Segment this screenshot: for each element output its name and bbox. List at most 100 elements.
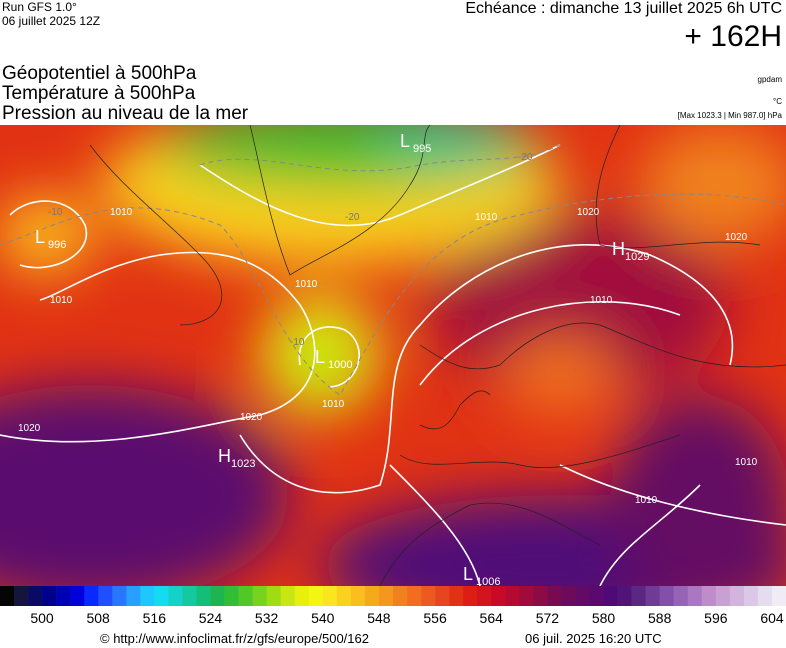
colorbar-cell bbox=[182, 586, 197, 606]
pressure-center-kind: L bbox=[315, 347, 325, 367]
colorbar-cell bbox=[701, 586, 717, 606]
isobar-label: 1010 bbox=[322, 399, 345, 410]
colorbar-cell bbox=[154, 586, 169, 606]
colorbar-cell bbox=[771, 586, 786, 606]
isotherms bbox=[0, 144, 786, 396]
colorbar-cell bbox=[449, 586, 464, 606]
colorbar-cell bbox=[266, 586, 282, 606]
colorbar-cell bbox=[631, 586, 646, 606]
colorbar-cell bbox=[56, 586, 71, 606]
colorbar-cell bbox=[743, 586, 759, 606]
pressure-center-kind: L bbox=[400, 131, 410, 151]
isobar-label: 1020 bbox=[577, 207, 600, 218]
pressure-center-value: 1000 bbox=[328, 359, 352, 371]
colorbar-cell bbox=[757, 586, 773, 606]
colorbar-cell bbox=[336, 586, 352, 606]
isotherm-label: -10 bbox=[290, 337, 305, 348]
colorbar-tick: 532 bbox=[255, 610, 279, 626]
colorbar-cell bbox=[126, 586, 141, 606]
temperature-field bbox=[0, 125, 786, 586]
field: Température à 500hPa bbox=[2, 83, 196, 104]
colorbar-cell bbox=[140, 586, 155, 606]
colorbar-cell bbox=[308, 586, 324, 606]
colorbar-cell bbox=[294, 586, 310, 606]
unit: [Max 1023.3 | Min 987.0] hPa bbox=[677, 111, 782, 120]
colorbar-cell bbox=[210, 586, 225, 606]
colorbar-cell bbox=[491, 586, 506, 606]
pressure-center-value: 1029 bbox=[625, 251, 649, 263]
colorbar-tick: 500 bbox=[30, 610, 54, 626]
colorbar-cell bbox=[0, 586, 15, 606]
colorbar-cell bbox=[421, 586, 436, 606]
colorbar-cell bbox=[659, 586, 675, 606]
pressure-center-value: 1023 bbox=[231, 458, 255, 470]
colorbar-cell bbox=[378, 586, 394, 606]
colorbar-cell bbox=[252, 586, 267, 606]
isobar-label: 1010 bbox=[295, 279, 318, 290]
colorbar-tick: 516 bbox=[143, 610, 167, 626]
colorbar-cell bbox=[84, 586, 99, 606]
source-url: © http://www.infoclimat.fr/z/gfs/europe/… bbox=[100, 631, 369, 646]
pressure-center-kind: H bbox=[218, 446, 231, 466]
field: Pression au niveau de la mer bbox=[2, 103, 249, 124]
colorbar-cell bbox=[364, 586, 380, 606]
pressure-center-kind: H bbox=[612, 239, 625, 259]
colorbar-tick: 548 bbox=[367, 610, 391, 626]
isobar-label: 1020 bbox=[725, 232, 748, 243]
colorbar-cell bbox=[196, 586, 211, 606]
colorbar-cell bbox=[407, 586, 422, 606]
coastlines bbox=[89, 125, 786, 586]
colorbar-tick: 524 bbox=[199, 610, 223, 626]
unit: °C bbox=[773, 97, 782, 106]
colorbar-cell bbox=[224, 586, 239, 606]
isobar-label: 1010 bbox=[110, 207, 133, 218]
colorbar-cell bbox=[435, 586, 450, 606]
echeance: Echéance : dimanche 13 juillet 2025 6h U… bbox=[465, 0, 782, 17]
isobars bbox=[0, 144, 786, 586]
pressure-center-value: 1006 bbox=[476, 576, 500, 586]
lead-time: + 162H bbox=[684, 20, 782, 53]
colorbar-cell bbox=[112, 586, 127, 606]
colorbar-cell bbox=[547, 586, 562, 606]
colorbar-cell bbox=[14, 586, 29, 606]
colorbar-tick: 540 bbox=[311, 610, 335, 626]
isobar-label: 1010 bbox=[590, 295, 613, 306]
colorbar-cell bbox=[505, 586, 520, 606]
colorbar-cell bbox=[393, 586, 408, 606]
colorbar-cell bbox=[715, 586, 731, 606]
isobar-label: 1020 bbox=[18, 423, 41, 434]
pressure-center-kind: L bbox=[35, 227, 45, 247]
run: Run GFS 1.0° bbox=[2, 0, 77, 14]
colorbar-cell bbox=[28, 586, 43, 606]
colorbar-cell bbox=[673, 586, 689, 606]
colorbar: 500 508 516 524 532 540 548 556 564 572 580 588 596 6… bbox=[0, 586, 786, 626]
run-date: 06 juillet 2025 12Z bbox=[2, 14, 101, 28]
colorbar-tick: 556 bbox=[423, 610, 447, 626]
colorbar-tick: 588 bbox=[648, 610, 672, 626]
pressure-center-value: 995 bbox=[413, 143, 431, 155]
pressure-center-kind: L bbox=[463, 564, 473, 584]
colorbar-tick: 572 bbox=[536, 610, 560, 626]
pressure-center-value: 996 bbox=[48, 239, 66, 251]
colorbar-tick: 580 bbox=[592, 610, 616, 626]
colorbar-cell bbox=[603, 586, 618, 606]
colorbar-cell bbox=[645, 586, 660, 606]
colorbar-cell bbox=[575, 586, 590, 606]
colorbar-cell bbox=[477, 586, 492, 606]
colorbar-cell bbox=[463, 586, 478, 606]
colorbar-cell bbox=[561, 586, 576, 606]
isobar-label: 1010 bbox=[735, 457, 758, 468]
colorbar-cell bbox=[589, 586, 604, 606]
colorbar-tick: 564 bbox=[480, 610, 504, 626]
colorbar-cell bbox=[322, 586, 338, 606]
colorbar-cell bbox=[168, 586, 183, 606]
colorbar-cell bbox=[70, 586, 85, 606]
unit: gpdam bbox=[757, 75, 782, 84]
colorbar-tick: 508 bbox=[86, 610, 110, 626]
colorbar-cell bbox=[687, 586, 703, 606]
colorbar-cell bbox=[533, 586, 548, 606]
isobar-label: 1010 bbox=[475, 212, 498, 223]
colorbar-cell bbox=[42, 586, 57, 606]
